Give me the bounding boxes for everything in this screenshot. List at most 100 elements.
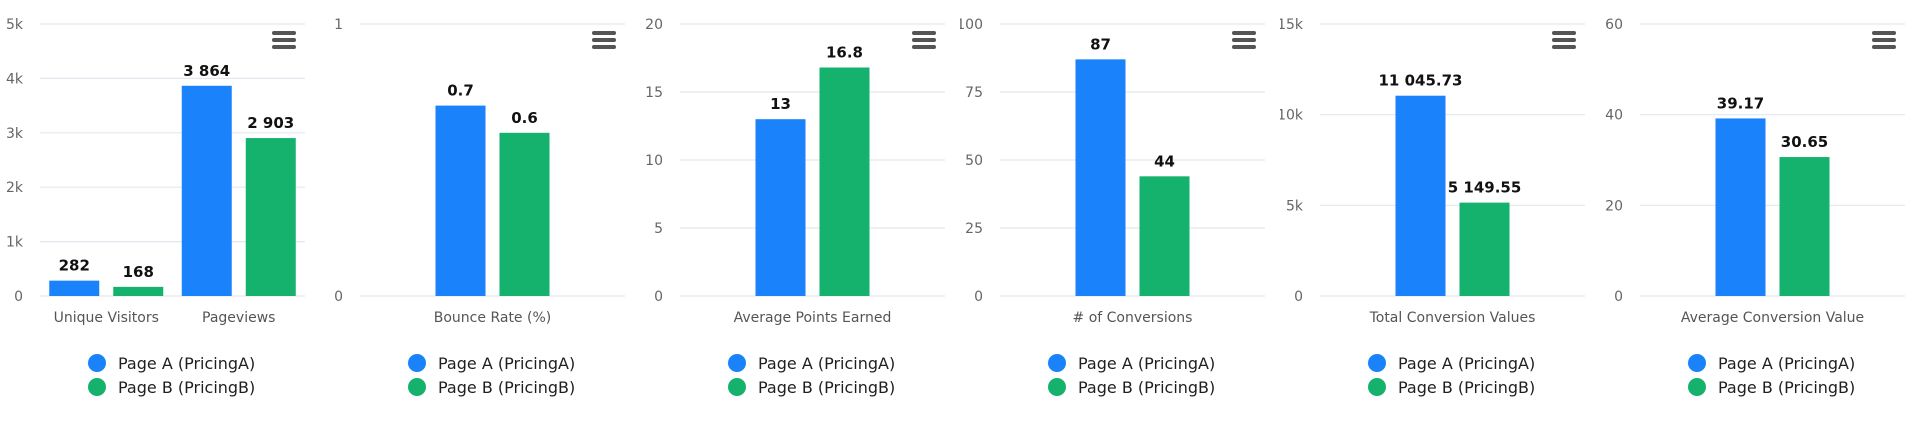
- chart-panel-5: 0 5k 10k 15k 11 045.73 5 149.55 Total Conversi…: [1280, 0, 1600, 427]
- legend-label: Page A (PricingA): [118, 353, 256, 373]
- chart-svg: 0 25 50 75 100 87 44 # of Conversions: [960, 17, 1265, 326]
- legend-item-page-a[interactable]: Page A (PricingA): [1048, 351, 1215, 375]
- bar-average-points-earned-page-a[interactable]: [755, 119, 806, 296]
- legend-marker-icon: [1688, 354, 1706, 372]
- menu-icon-line: [1552, 38, 1576, 42]
- data-label: 168: [123, 263, 154, 281]
- x-category-label: Average Points Earned: [734, 310, 892, 326]
- menu-icon-line: [592, 45, 616, 49]
- y-tick-label: 15k: [1280, 17, 1304, 33]
- legend-marker-icon: [1368, 378, 1386, 396]
- legend-label: Page B (PricingB): [1078, 377, 1216, 397]
- bar-average-points-earned-page-b[interactable]: [819, 67, 870, 297]
- legend-label: Page B (PricingB): [1398, 377, 1536, 397]
- legend-item-page-a[interactable]: Page A (PricingA): [1368, 351, 1535, 375]
- menu-icon-line: [272, 38, 296, 42]
- bar-total-conversion-values-page-a[interactable]: [1395, 95, 1446, 296]
- bar-pageviews-page-b[interactable]: [245, 138, 296, 296]
- hamburger-menu-icon[interactable]: [912, 31, 936, 51]
- menu-icon-line: [1552, 31, 1576, 35]
- legend-label: Page B (PricingB): [438, 377, 576, 397]
- bar-unique-visitors-page-b[interactable]: [113, 286, 164, 296]
- legend-item-page-a[interactable]: Page A (PricingA): [728, 351, 895, 375]
- hamburger-menu-icon[interactable]: [592, 31, 616, 51]
- hamburger-menu-icon[interactable]: [1232, 31, 1256, 51]
- legend-label: Page B (PricingB): [1718, 377, 1856, 397]
- bar-of-conversions-page-a[interactable]: [1075, 59, 1126, 296]
- data-label: 2 903: [247, 114, 294, 132]
- y-tick-label: 40: [1605, 108, 1623, 124]
- y-tick-label: 50: [965, 153, 983, 169]
- legend-marker-icon: [728, 378, 746, 396]
- y-tick-label: 0: [974, 289, 983, 305]
- data-label: 39.17: [1717, 94, 1764, 112]
- chart-panel-4: 0 25 50 75 100 87 44 # of Conversions Page A (Pr…: [960, 0, 1280, 427]
- menu-icon-line: [1872, 45, 1896, 49]
- data-label: 16.8: [826, 44, 863, 62]
- legend-item-page-b[interactable]: Page B (PricingB): [1368, 375, 1535, 399]
- bar-total-conversion-values-page-b[interactable]: [1459, 202, 1510, 296]
- y-tick-label: 15: [645, 85, 663, 101]
- menu-icon-line: [592, 38, 616, 42]
- data-label: 282: [59, 257, 90, 275]
- chart-svg: 0 20 40 60 39.17 30.65 Average Conversion Valu…: [1605, 17, 1905, 326]
- legend-marker-icon: [88, 354, 106, 372]
- menu-icon-line: [1872, 38, 1896, 42]
- y-tick-label: 1k: [6, 235, 24, 251]
- legend-item-page-b[interactable]: Page B (PricingB): [408, 375, 575, 399]
- menu-icon-line: [912, 38, 936, 42]
- menu-icon-line: [1232, 38, 1256, 42]
- chart-panel-1: 0 1k 2k 3k 4k 5k 282 168 Unique Visitors 3 864 2 9…: [0, 0, 320, 427]
- data-label: 44: [1154, 152, 1175, 170]
- bar-bounce-rate-page-a[interactable]: [435, 105, 486, 296]
- legend-marker-icon: [408, 354, 426, 372]
- legend-label: Page A (PricingA): [1398, 353, 1536, 373]
- y-tick-label: 0: [334, 289, 343, 305]
- hamburger-menu-icon[interactable]: [272, 31, 296, 51]
- y-tick-label: 5k: [1286, 198, 1304, 214]
- x-category-label: Average Conversion Value: [1681, 310, 1864, 326]
- y-tick-label: 1: [334, 17, 343, 33]
- y-tick-label: 5: [654, 221, 663, 237]
- chart-svg: 0 1k 2k 3k 4k 5k 282 168 Unique Visitors 3 864 2 9…: [6, 17, 305, 326]
- legend-item-page-b[interactable]: Page B (PricingB): [1048, 375, 1215, 399]
- bar-unique-visitors-page-a[interactable]: [49, 280, 100, 296]
- data-label: 11 045.73: [1379, 72, 1463, 90]
- y-tick-label: 0: [1294, 289, 1303, 305]
- legend-item-page-b[interactable]: Page B (PricingB): [1688, 375, 1855, 399]
- y-tick-label: 0: [1614, 289, 1623, 305]
- chart-svg: 0 1 0.7 0.6 Bounce Rate (%): [334, 17, 625, 326]
- bar-average-conversion-value-page-a[interactable]: [1715, 118, 1766, 296]
- data-label: 30.65: [1781, 133, 1828, 151]
- legend-label: Page B (PricingB): [758, 377, 896, 397]
- chart-legend: Page A (PricingA) Page B (PricingB): [1368, 351, 1535, 399]
- legend-item-page-a[interactable]: Page A (PricingA): [1688, 351, 1855, 375]
- y-tick-label: 2k: [6, 180, 24, 196]
- x-category-label: Total Conversion Values: [1369, 310, 1536, 326]
- y-tick-label: 20: [1605, 198, 1623, 214]
- y-tick-label: 20: [645, 17, 663, 33]
- hamburger-menu-icon[interactable]: [1552, 31, 1576, 51]
- data-label: 13: [770, 95, 791, 113]
- legend-marker-icon: [1368, 354, 1386, 372]
- bar-of-conversions-page-b[interactable]: [1139, 176, 1190, 296]
- legend-item-page-a[interactable]: Page A (PricingA): [88, 351, 255, 375]
- hamburger-menu-icon[interactable]: [1872, 31, 1896, 51]
- x-category-label: Pageviews: [202, 310, 275, 326]
- legend-item-page-a[interactable]: Page A (PricingA): [408, 351, 575, 375]
- chart-panel-3: 0 5 10 15 20 13 16.8 Average Points Earned Page …: [640, 0, 960, 427]
- bar-bounce-rate-page-b[interactable]: [499, 132, 550, 296]
- y-tick-label: 5k: [6, 17, 24, 33]
- chart-panel-2: 0 1 0.7 0.6 Bounce Rate (%) Page A (PricingA)…: [320, 0, 640, 427]
- y-tick-label: 0: [654, 289, 663, 305]
- menu-icon-line: [272, 31, 296, 35]
- menu-icon-line: [1232, 31, 1256, 35]
- bar-pageviews-page-a[interactable]: [181, 85, 232, 296]
- legend-item-page-b[interactable]: Page B (PricingB): [88, 375, 255, 399]
- x-category-label: Bounce Rate (%): [434, 310, 551, 326]
- bar-average-conversion-value-page-b[interactable]: [1779, 157, 1830, 296]
- legend-marker-icon: [728, 354, 746, 372]
- legend-item-page-b[interactable]: Page B (PricingB): [728, 375, 895, 399]
- data-label: 5 149.55: [1448, 179, 1522, 197]
